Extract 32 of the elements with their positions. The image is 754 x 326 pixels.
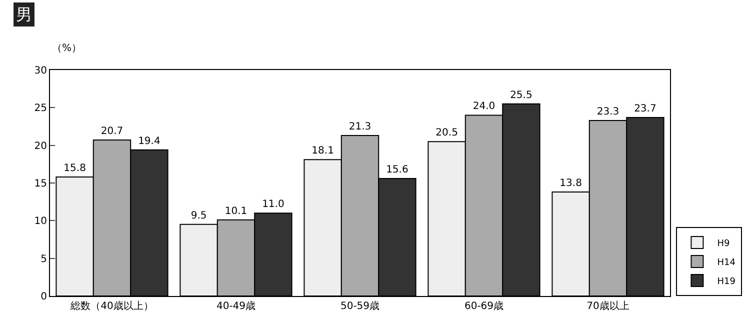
- data-label: 18.1: [312, 146, 334, 157]
- y-tick-label: 10: [34, 216, 47, 228]
- data-label: 20.7: [100, 126, 124, 138]
- x-tick-label: 70歳以上: [586, 300, 630, 312]
- legend-label: H14: [717, 258, 736, 268]
- chart-title: 男: [16, 5, 32, 24]
- y-tick-label: 5: [40, 254, 47, 265]
- data-label: 10.1: [224, 206, 248, 217]
- data-label: 13.8: [560, 178, 582, 190]
- x-tick-label: 40-49歳: [216, 300, 256, 312]
- y-tick-label: 30: [34, 66, 47, 76]
- data-label: 24.0: [472, 101, 496, 112]
- data-label: 23.7: [634, 103, 656, 114]
- data-label: 23.3: [596, 106, 620, 118]
- data-label: 11.0: [262, 199, 284, 210]
- data-label: 19.4: [138, 136, 160, 147]
- x-tick-label: 60-69歳: [464, 300, 504, 312]
- data-label: 9.5: [190, 210, 207, 222]
- legend-label: H9: [717, 239, 730, 250]
- data-label: 15.8: [64, 162, 86, 174]
- data-label: 15.6: [386, 164, 408, 176]
- y-tick-label: 25: [34, 103, 47, 114]
- x-tick-label: 総数（40歳以上）: [70, 300, 154, 312]
- y-axis-title: （%）: [52, 43, 82, 54]
- data-label: 21.3: [348, 122, 372, 133]
- legend-label: H19: [717, 277, 736, 288]
- y-tick-label: 15: [34, 178, 47, 190]
- data-label: 20.5: [436, 128, 458, 139]
- x-tick-label: 50-59歳: [340, 300, 380, 312]
- data-label: 25.5: [510, 90, 532, 101]
- y-tick-label: 0: [40, 292, 47, 302]
- y-tick-label: 20: [34, 140, 47, 152]
